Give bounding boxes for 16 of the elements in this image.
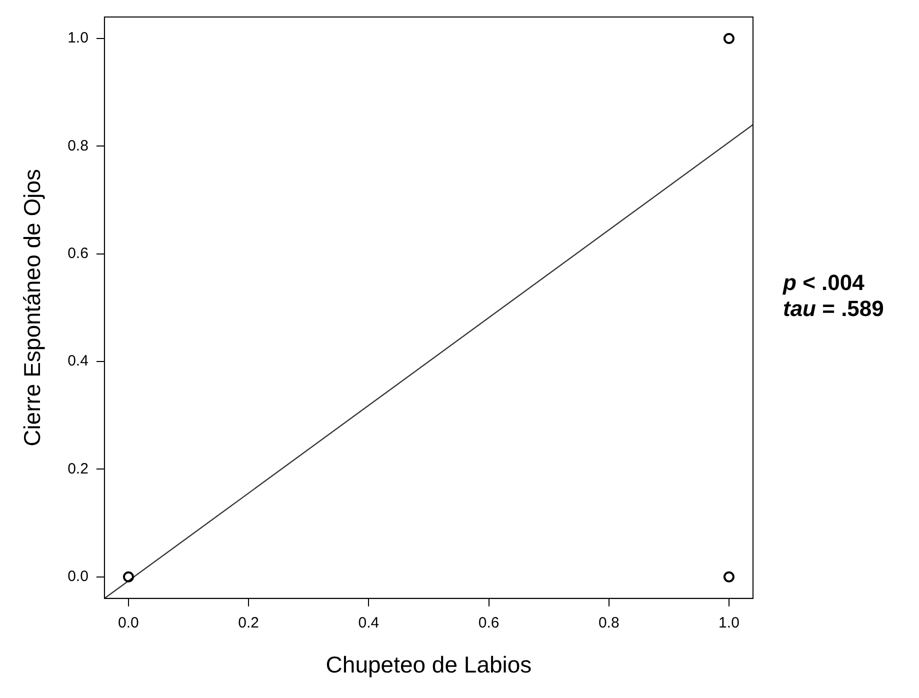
x-tick-label: 0.8 [598, 614, 620, 632]
x-tick-label: 1.0 [718, 614, 740, 632]
x-tick-label: 0.0 [118, 614, 139, 632]
text: tau = .589 [783, 296, 884, 322]
y-tick-label: 0.2 [68, 460, 88, 478]
y-tick-label: 0.0 [68, 568, 88, 586]
y-tick-label: 1.0 [68, 30, 88, 47]
y-tick-label: 0.4 [68, 352, 88, 370]
x-tick-label: 0.4 [358, 614, 380, 632]
y-tick-label: 0.8 [68, 137, 88, 154]
y-axis-title: Cierre Espontáneo de Ojos [19, 168, 46, 446]
x-tick-label: 0.2 [238, 614, 260, 632]
x-tick-label: 0.6 [478, 614, 500, 632]
y-tick-label: 0.6 [68, 245, 88, 262]
text: p < .004 [783, 270, 866, 296]
x-axis-title: Chupeteo de Labios [326, 652, 532, 678]
